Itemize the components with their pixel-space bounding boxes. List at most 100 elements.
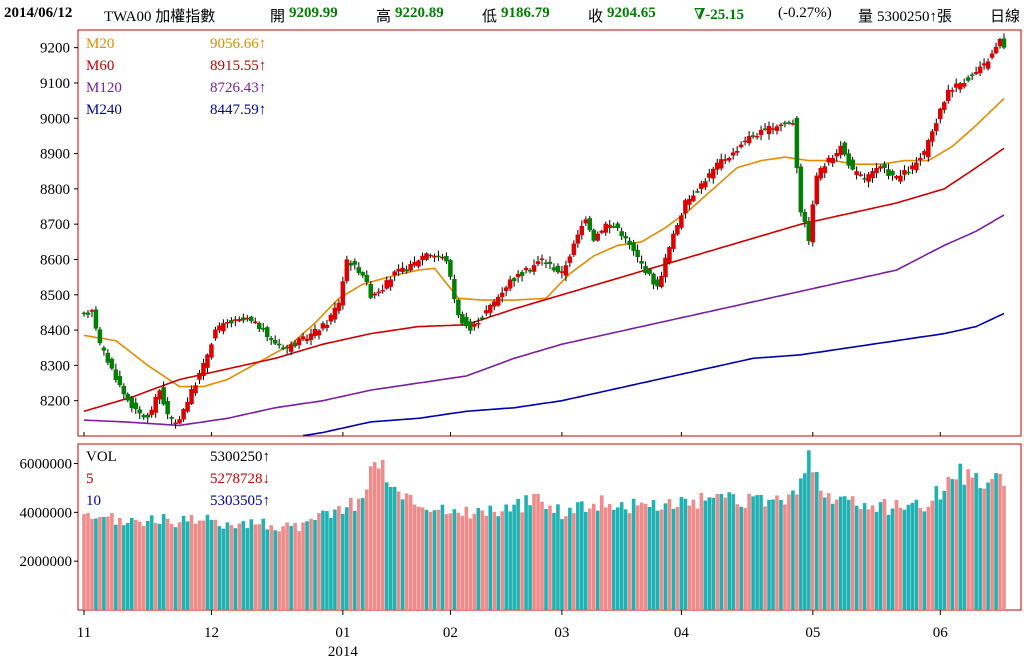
- volume-bar: [532, 493, 536, 610]
- volume-bar: [476, 508, 481, 610]
- candle-body: [348, 262, 354, 266]
- volume-bar: [357, 498, 361, 610]
- legend-m120-value: 8726.43↑: [210, 80, 267, 96]
- volume-bar: [508, 511, 512, 610]
- candle-body: [683, 200, 688, 214]
- candle-body: [822, 166, 828, 174]
- candle-body: [412, 261, 417, 266]
- volume-bar: [858, 509, 863, 610]
- price-tick-label: 8400: [40, 323, 70, 339]
- price-tick-label: 8600: [40, 252, 70, 268]
- candle-body: [121, 386, 127, 395]
- legend-vol10-name: 10: [86, 493, 101, 509]
- candle-body: [555, 265, 561, 273]
- volume-bar: [500, 511, 504, 610]
- volume-bar: [978, 488, 982, 610]
- candle-body: [249, 316, 254, 322]
- candle-body: [416, 260, 421, 267]
- volume-bar: [257, 524, 262, 610]
- volume-bar: [516, 498, 520, 610]
- candle-body: [778, 124, 784, 127]
- candle-body: [280, 347, 286, 350]
- volume-bar: [173, 527, 178, 610]
- candle-body: [707, 173, 712, 178]
- volume-bar: [185, 521, 190, 610]
- candle-body: [599, 230, 604, 233]
- candle-body: [667, 247, 672, 263]
- candle-body: [133, 402, 139, 410]
- volume-bar: [818, 490, 823, 610]
- volume-bar: [803, 473, 807, 610]
- candle-body: [714, 162, 720, 170]
- volume-bar: [775, 495, 779, 610]
- volume-bar: [974, 473, 978, 610]
- volume-bar: [209, 519, 214, 610]
- price-tick-label: 9000: [40, 111, 70, 127]
- high-value: 9220.89: [395, 5, 444, 21]
- low-value: 9186.79: [501, 5, 550, 21]
- volume-bar: [910, 502, 915, 610]
- candle-body: [384, 280, 389, 289]
- candle-body: [324, 324, 330, 328]
- volume-bar: [145, 521, 150, 610]
- volume-bar: [727, 492, 731, 610]
- volume-bar: [149, 515, 154, 610]
- candle-body: [754, 136, 760, 138]
- volume-bar: [990, 478, 994, 610]
- volume-bar: [289, 526, 293, 610]
- candle-body: [217, 325, 222, 331]
- volume-bar: [380, 459, 385, 610]
- volume-bar: [595, 510, 600, 610]
- candle-body: [1001, 38, 1007, 48]
- volume-bar: [341, 513, 345, 610]
- volume-bar: [297, 531, 301, 610]
- candle-body: [862, 178, 867, 180]
- volume-bar: [942, 491, 947, 610]
- volume-bar: [468, 518, 473, 610]
- open-value: 9209.99: [289, 5, 338, 21]
- candle-body: [101, 347, 107, 351]
- volume-bar: [412, 504, 417, 610]
- volume-bar: [432, 510, 437, 610]
- candle-body: [145, 414, 150, 418]
- candle-body: [316, 330, 322, 336]
- volume-bar: [229, 525, 234, 610]
- volume-bar: [747, 493, 751, 610]
- candle-body: [870, 170, 875, 179]
- volume-bar: [914, 499, 919, 610]
- candle-body: [531, 265, 537, 272]
- candle-body: [468, 321, 473, 331]
- candle-body: [523, 267, 529, 271]
- volume-bar: [249, 519, 254, 610]
- volume-bar: [651, 500, 656, 610]
- candle-body: [85, 312, 91, 315]
- candle-body: [898, 175, 903, 182]
- x-tick-label: 01: [335, 625, 350, 641]
- x-tick-label: 06: [933, 625, 949, 641]
- volume-bar: [193, 523, 198, 610]
- volume-bar: [719, 493, 724, 610]
- candle-body: [503, 287, 509, 291]
- price-tick-label: 9100: [40, 76, 70, 92]
- candle-body: [762, 128, 768, 130]
- candle-body: [758, 129, 764, 136]
- legend-m20-name: M20: [86, 36, 115, 52]
- volume-bar: [691, 499, 696, 610]
- candle-body: [926, 140, 931, 158]
- volume-bar: [643, 503, 648, 610]
- volume-bar: [181, 515, 186, 610]
- volume-bar: [735, 504, 739, 610]
- volume-bar: [862, 503, 867, 610]
- candle-body: [838, 145, 843, 156]
- volume-bar: [982, 488, 986, 610]
- candle-body: [460, 314, 465, 324]
- candle-body: [786, 122, 792, 124]
- candle-body: [547, 261, 553, 265]
- candle-body: [985, 61, 991, 69]
- volume-bar: [675, 506, 680, 610]
- candle-body: [364, 274, 370, 283]
- candle-body: [726, 157, 732, 161]
- candle-body: [141, 415, 146, 418]
- x-tick-label: 12: [204, 625, 219, 641]
- volume-bar: [898, 507, 903, 610]
